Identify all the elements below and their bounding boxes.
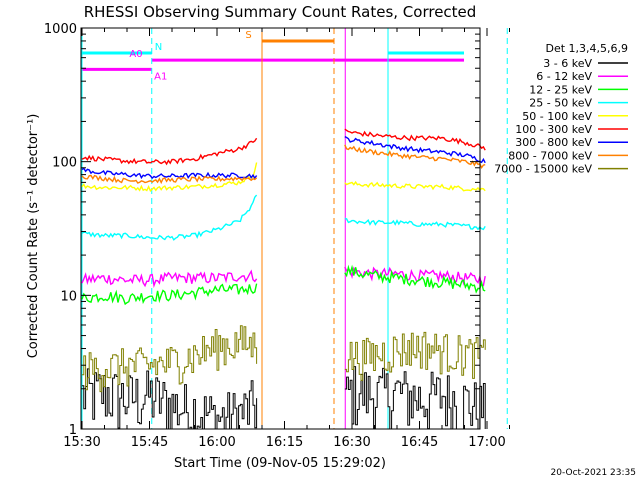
x-tick-label: 16:30	[333, 435, 370, 450]
flag-label-a0: A0	[129, 49, 142, 60]
x-tick-label: 15:45	[131, 435, 168, 450]
series-line-3-0	[81, 194, 258, 241]
legend-label: 7000 - 15000 keV	[494, 163, 592, 176]
series-line-5-1	[344, 128, 486, 151]
legend-label: 3 - 6 keV	[543, 57, 592, 70]
series-line-8-1	[344, 331, 486, 381]
flag-label-a1: A1	[154, 71, 167, 82]
y-tick-label: 100	[52, 156, 77, 171]
series-line-0-1	[344, 366, 486, 430]
legend-title: Det 1,3,4,5,6,9	[545, 42, 628, 55]
series-line-1-1	[344, 266, 486, 287]
y-tick-label: 10	[60, 289, 77, 304]
x-tick-label: 16:45	[401, 435, 438, 450]
series-line-7-0	[81, 174, 258, 185]
footer-date: 20-Oct-2021 23:35	[551, 468, 636, 478]
legend-label: 25 - 50 keV	[529, 97, 592, 110]
legend-label: 6 - 12 keV	[536, 70, 592, 83]
series-line-6-1	[344, 135, 486, 164]
chart-title: RHESSI Observing Summary Count Rates, Co…	[84, 3, 477, 21]
x-tick-label: 16:15	[266, 435, 303, 450]
series-line-7-1	[344, 144, 486, 169]
x-tick-label: 15:30	[63, 435, 100, 450]
axes: 15:30 15:45 16:00 16:15 16:30 16:45 17:00 1 10 10…	[44, 22, 510, 450]
x-tick-label: 16:00	[198, 435, 235, 450]
legend-label: 12 - 25 keV	[529, 83, 592, 96]
series-line-2-1	[344, 264, 486, 294]
flag-label-s: S	[245, 30, 251, 41]
legend-label: 100 - 300 keV	[515, 123, 592, 136]
legend-label: 50 - 100 keV	[522, 110, 592, 123]
series-line-8-0	[82, 325, 258, 393]
y-tick-label: 1	[69, 423, 77, 438]
series-line-2-0	[81, 283, 258, 306]
x-axis-label: Start Time (09-Nov-05 15:29:02)	[174, 456, 386, 471]
legend-label: 300 - 800 keV	[515, 136, 592, 149]
y-axis-label: Corrected Count Rate (s⁻¹ detector⁻¹)	[26, 114, 41, 359]
series-line-3-1	[344, 217, 486, 231]
y-tick-label: 1000	[44, 22, 77, 37]
series-line-6-0	[81, 167, 258, 180]
legend-label: 800 - 7000 keV	[508, 149, 592, 162]
x-tick-label: 17:00	[468, 435, 505, 450]
series-line-5-0	[81, 137, 258, 166]
series-group	[81, 128, 486, 430]
series-line-0-0	[82, 368, 258, 430]
plot-frame	[80, 27, 481, 430]
vertical-markers	[81, 28, 508, 429]
series-line-1-0	[81, 269, 258, 289]
flag-bars: N A0 A1 S	[82, 30, 464, 82]
series-line-4-1	[344, 180, 486, 192]
series-line-4-0	[81, 162, 258, 192]
flag-label-n: N	[155, 42, 162, 53]
